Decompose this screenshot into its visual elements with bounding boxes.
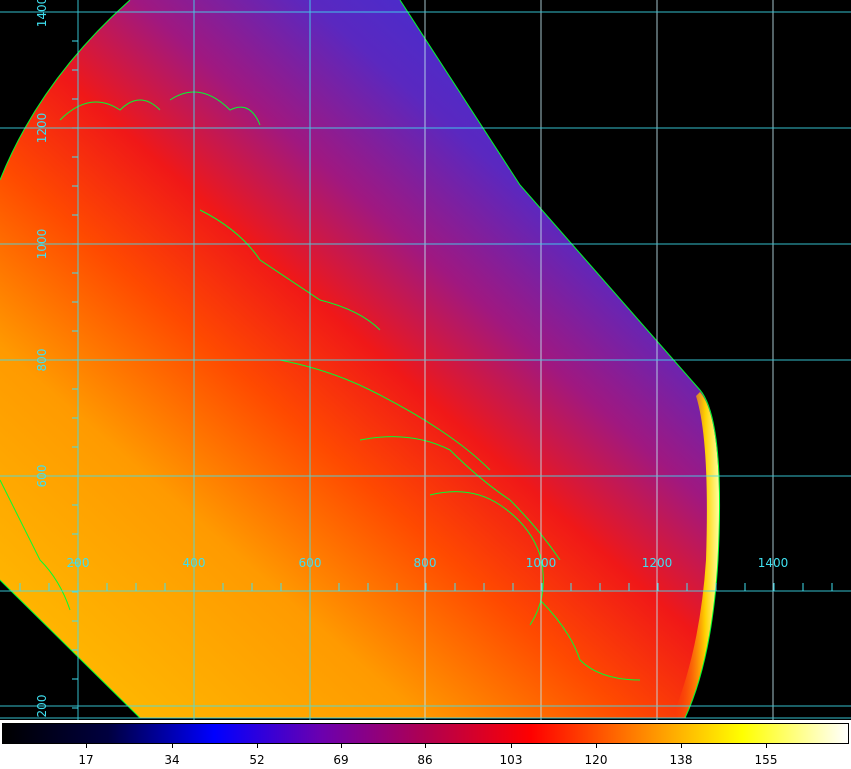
colorbar-tick: [257, 743, 258, 748]
colorbar-label: 69: [333, 753, 349, 767]
image-canvas: [0, 0, 851, 720]
colorbar-tick: [596, 743, 597, 748]
colorbar-tick: [766, 743, 767, 748]
y-axis-label: 1400: [35, 0, 49, 28]
colorbar-gradient[interactable]: [2, 723, 849, 744]
x-axis-label: 1000: [525, 556, 557, 570]
y-axis-label: 1200: [35, 112, 49, 144]
planet-image: [0, 0, 720, 718]
colorbar-label: 120: [584, 753, 608, 767]
image-display[interactable]: 200 400 600 800 1000 1200 1400 1400 1200…: [0, 0, 851, 720]
x-axis-label: 200: [66, 556, 90, 570]
axis-minor-ticks: [19, 40, 833, 709]
colorbar-label: 155: [754, 753, 778, 767]
colorbar-label: 34: [164, 753, 180, 767]
x-axis-label: 600: [298, 556, 322, 570]
colorbar-tick: [511, 743, 512, 748]
contours: [0, 0, 721, 719]
colorbar-label: 17: [78, 753, 94, 767]
colorbar[interactable]: 17 34 52 69 86 103 120 138 155: [0, 720, 851, 769]
colorbar-label: 138: [669, 753, 693, 767]
y-axis-label: 200: [35, 694, 49, 718]
x-axis-label: 1200: [641, 556, 673, 570]
colorbar-label: 86: [417, 753, 433, 767]
colorbar-label: 52: [249, 753, 265, 767]
grid-lines: [0, 0, 851, 720]
colorbar-tick: [341, 743, 342, 748]
colorbar-tick: [425, 743, 426, 748]
planet-limb: [672, 392, 720, 718]
x-axis-label: 800: [413, 556, 437, 570]
colorbar-tick: [86, 743, 87, 748]
y-axis-label: 800: [35, 348, 49, 372]
colorbar-label: 103: [499, 753, 523, 767]
y-axis-label: 600: [35, 464, 49, 488]
colorbar-tick: [681, 743, 682, 748]
colorbar-tick: [172, 743, 173, 748]
x-axis-label: 400: [182, 556, 206, 570]
x-axis-label: 1400: [757, 556, 789, 570]
y-axis-label: 1000: [35, 228, 49, 260]
